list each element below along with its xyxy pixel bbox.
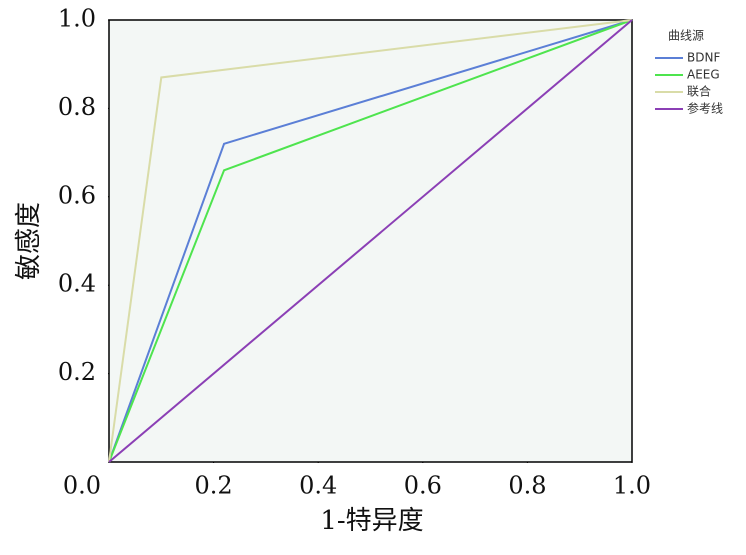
- y-tick-label: 0.6: [58, 181, 96, 209]
- y-tick-label: 0.8: [58, 93, 96, 121]
- line-series: [108, 19, 633, 463]
- y-tick-label: 0.2: [58, 358, 96, 386]
- y-tick-label: 1.0: [58, 5, 96, 33]
- x-tick-label: 1.0: [613, 472, 651, 500]
- y-axis-label: 敏感度: [14, 202, 44, 280]
- x-tick-label: 0.4: [299, 472, 337, 500]
- line-series: [108, 19, 633, 463]
- x-axis-label: 1-特异度: [320, 506, 423, 536]
- legend-label: BDNF: [687, 51, 720, 65]
- line-series: [108, 19, 633, 463]
- x-tick-label: 0.2: [195, 472, 233, 500]
- x-tick-label: 0.6: [404, 472, 442, 500]
- legend-title: 曲线源: [668, 29, 704, 43]
- legend-label: 联合: [687, 84, 711, 99]
- line-series: [108, 19, 633, 463]
- legend-label: 参考线: [687, 101, 723, 116]
- y-tick-label: 0.4: [58, 270, 96, 298]
- x-tick-label: 0.8: [508, 472, 546, 500]
- x-tick-label: 0.0: [63, 472, 101, 500]
- legend-label: AEEG: [687, 68, 720, 82]
